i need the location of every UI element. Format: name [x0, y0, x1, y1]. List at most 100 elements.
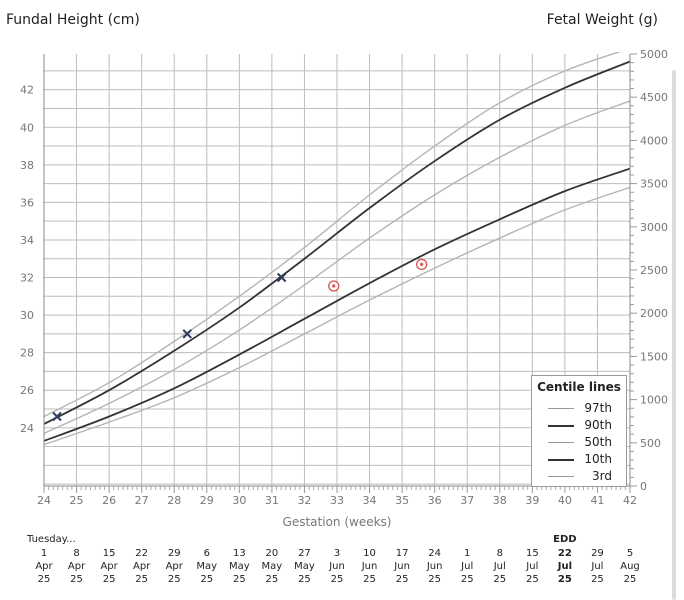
y-right-tick-label: 500 — [640, 437, 661, 450]
vertical-scrollbar[interactable] — [672, 70, 676, 600]
date-column: 6 May 25 — [187, 547, 227, 586]
date-column: 13 May 25 — [219, 547, 259, 586]
legend-label: 10th — [584, 452, 612, 466]
edd-label: EDD — [553, 534, 577, 545]
x-tick-label: 35 — [395, 494, 409, 507]
date-calendar: Tuesday... EDD 1 Apr 25 8 Apr 25 1 5 Apr 25 22 Apr 2… — [0, 534, 684, 600]
date-day: 29 — [591, 548, 604, 559]
date-month: Jul — [493, 561, 506, 572]
y-left-tick-label: 40 — [20, 121, 34, 134]
date-column: 24 Jun 25 — [415, 547, 455, 586]
legend: Centile lines 97th 90th 50th 10th 3rd — [531, 375, 627, 487]
date-month: Apr — [100, 561, 118, 572]
x-tick-label: 38 — [493, 494, 507, 507]
date-day: 13 — [232, 548, 246, 559]
date-year: 25 — [298, 574, 311, 585]
legend-label: 97th — [584, 401, 612, 415]
axes: 24 25 26 27 28 29 30 31 32 33 34 35 36 37 38 39 40 41 42 24… — [20, 48, 668, 507]
date-day: 1 — [40, 548, 48, 559]
centile-line-10th — [44, 167, 630, 442]
date-year: 25 — [363, 574, 376, 585]
legend-swatch — [548, 476, 574, 477]
date-day: 22 — [135, 548, 149, 559]
y-left-tick-label: 26 — [20, 384, 34, 397]
date-day: 20 — [265, 548, 279, 559]
y-left-tick-label: 42 — [20, 84, 34, 97]
y-left-tick-label: 24 — [20, 422, 34, 435]
x-tick-label: 29 — [200, 494, 214, 507]
date-column: 1 Apr 25 — [24, 547, 64, 586]
date-year: 25 — [623, 574, 637, 585]
date-day: 10 — [363, 548, 376, 559]
y-left-tick-label: 36 — [20, 196, 34, 209]
date-day: 1 — [464, 548, 471, 559]
date-year: 25 — [37, 574, 51, 585]
date-column: 8 Apr 25 — [57, 547, 97, 586]
date-day: 29 — [167, 548, 181, 559]
date-day: 24 — [428, 548, 442, 559]
y-right-tick-label: 3000 — [640, 221, 668, 234]
centile-line-3rd — [44, 186, 630, 446]
date-month: Jun — [329, 561, 345, 572]
grid — [43, 54, 631, 486]
date-column: 5 Aug 25 — [610, 547, 650, 586]
marker-stroke — [182, 329, 192, 339]
date-month: May — [294, 561, 315, 572]
date-month: May — [261, 561, 283, 572]
date-month: Jun — [361, 561, 378, 572]
marker-dot — [420, 262, 424, 266]
date-day: 8 — [496, 548, 503, 559]
legend-item-3rd: 3rd — [542, 468, 620, 484]
date-year: 25 — [70, 574, 83, 585]
x-tick-label: 24 — [37, 494, 51, 507]
centile-line-90th — [44, 60, 630, 425]
date-column: 10 Jun 25 — [350, 547, 390, 586]
left-axis-title: Fundal Height (cm) — [6, 12, 140, 28]
date-day: 17 — [395, 548, 409, 559]
x-tick-label: 42 — [623, 494, 637, 507]
date-column: 15 Apr 25 — [89, 547, 129, 586]
x-tick-label: 34 — [363, 494, 377, 507]
x-tick-label: 25 — [70, 494, 84, 507]
date-day: 5 — [626, 548, 634, 559]
y-right-tick-label: 0 — [640, 480, 647, 493]
x-tick-label: 28 — [167, 494, 181, 507]
legend-title: Centile lines — [537, 380, 621, 394]
date-month: Jun — [394, 561, 410, 572]
today-label: Tuesday... — [27, 534, 76, 545]
weight-estimate-marker — [415, 258, 428, 271]
date-year: 25 — [265, 574, 279, 585]
date-year: 25 — [591, 574, 604, 585]
date-column: 1 Jul 25 — [447, 547, 487, 586]
date-year: 25 — [102, 574, 116, 585]
date-column: 27 May 25 — [284, 547, 324, 586]
date-month: May — [228, 561, 250, 572]
x-tick-label: 27 — [135, 494, 149, 507]
date-month: Apr — [133, 561, 151, 572]
y-left-tick-label: 38 — [20, 159, 34, 172]
centile-curves — [44, 52, 630, 446]
date-column: 8 Jul 25 — [480, 547, 520, 586]
legend-item-90th: 90th — [542, 417, 620, 433]
date-column: 29 Jul 25 — [577, 547, 617, 586]
date-day: 6 — [203, 548, 210, 559]
date-day: 22 — [557, 548, 572, 559]
legend-swatch — [548, 425, 574, 427]
date-year: 25 — [330, 574, 344, 585]
date-year: 25 — [493, 574, 507, 585]
y-right-tick-label: 4500 — [640, 91, 668, 104]
legend-item-97th: 97th — [542, 400, 620, 416]
fundal-height-marker — [182, 329, 192, 339]
date-column: 22 Jul 25 — [545, 547, 585, 586]
date-year: 25 — [557, 574, 572, 585]
date-column: 20 May 25 — [252, 547, 292, 586]
legend-swatch — [548, 459, 574, 461]
y-right-tick-label: 2500 — [640, 264, 668, 277]
date-month: Jul — [461, 561, 474, 572]
date-column: 22 Apr 25 — [122, 547, 162, 586]
marker-dot — [332, 284, 336, 288]
date-month: Apr — [67, 561, 86, 572]
date-column: 15 Jul 25 — [512, 547, 552, 586]
x-tick-label: 26 — [102, 494, 116, 507]
fundal-height-marker — [52, 411, 62, 422]
